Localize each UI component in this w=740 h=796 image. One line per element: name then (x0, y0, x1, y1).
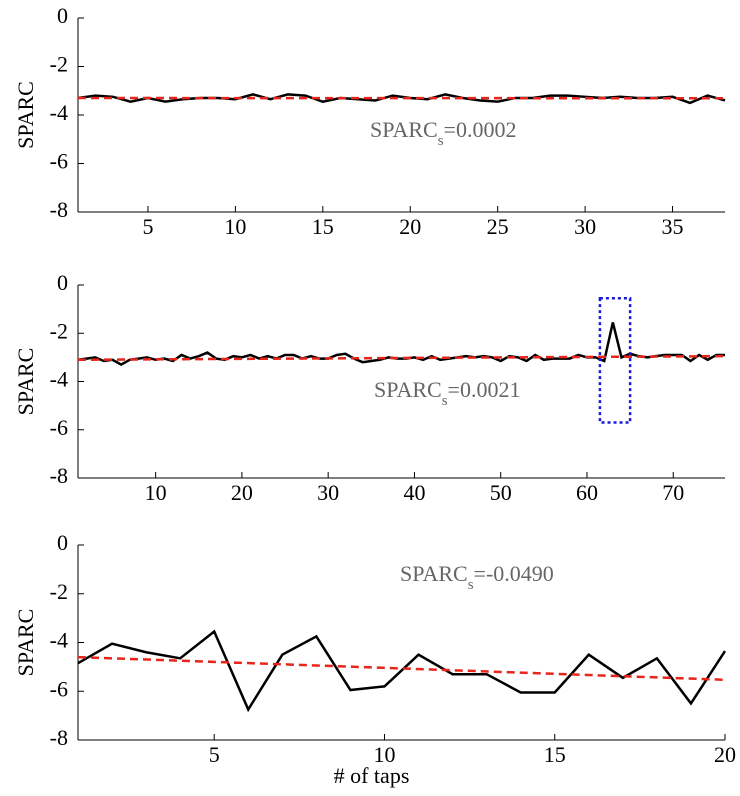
x-tick-label: 20 (231, 480, 253, 505)
y-tick-label: -2 (50, 579, 68, 604)
y-tick-label: -6 (50, 149, 68, 174)
y-axis-label: SPARC (13, 348, 38, 416)
data-line (78, 632, 725, 710)
annotation-base: SPARC (400, 561, 468, 586)
annotation-base: SPARC (374, 377, 442, 402)
y-axis-label: SPARC (13, 81, 38, 149)
x-tick-label: 15 (312, 214, 334, 239)
x-tick-label: 50 (490, 480, 512, 505)
y-tick-label: -2 (50, 52, 68, 77)
y-tick-label: -2 (50, 318, 68, 343)
y-tick-label: -4 (50, 628, 68, 653)
annotation-value: =0.0002 (444, 117, 517, 142)
x-tick-label: 20 (714, 742, 736, 767)
y-tick-label: -8 (50, 197, 68, 222)
y-tick-label: -8 (50, 725, 68, 750)
y-tick-label: 0 (57, 3, 68, 28)
annotation-value: =-0.0490 (474, 561, 554, 586)
annotation: SPARCs=-0.0490 (400, 561, 554, 593)
x-tick-label: 30 (317, 480, 339, 505)
y-tick-label: -6 (50, 676, 68, 701)
y-tick-label: 0 (57, 270, 68, 295)
y-tick-label: -4 (50, 367, 68, 392)
x-tick-label: 60 (576, 480, 598, 505)
x-tick-label: 20 (399, 214, 421, 239)
x-axis-label: # of taps (334, 763, 410, 788)
trend-line (78, 657, 725, 680)
x-tick-label: 5 (209, 742, 220, 767)
x-tick-label: 15 (544, 742, 566, 767)
annotation: SPARCs=0.0021 (374, 377, 520, 409)
x-tick-label: 25 (487, 214, 509, 239)
y-tick-label: 0 (57, 530, 68, 555)
y-tick-label: -6 (50, 415, 68, 440)
x-tick-label: 10 (224, 214, 246, 239)
annotation-value: =0.0021 (448, 377, 521, 402)
annotation: SPARCs=0.0002 (370, 117, 516, 149)
y-axis-label: SPARC (13, 609, 38, 677)
x-tick-label: 35 (662, 214, 684, 239)
x-tick-label: 70 (662, 480, 684, 505)
x-tick-label: 30 (574, 214, 596, 239)
annotation-base: SPARC (370, 117, 438, 142)
y-tick-label: -8 (50, 463, 68, 488)
x-tick-label: 40 (403, 480, 425, 505)
x-tick-label: 5 (142, 214, 153, 239)
x-tick-label: 10 (145, 480, 167, 505)
y-tick-label: -4 (50, 100, 68, 125)
